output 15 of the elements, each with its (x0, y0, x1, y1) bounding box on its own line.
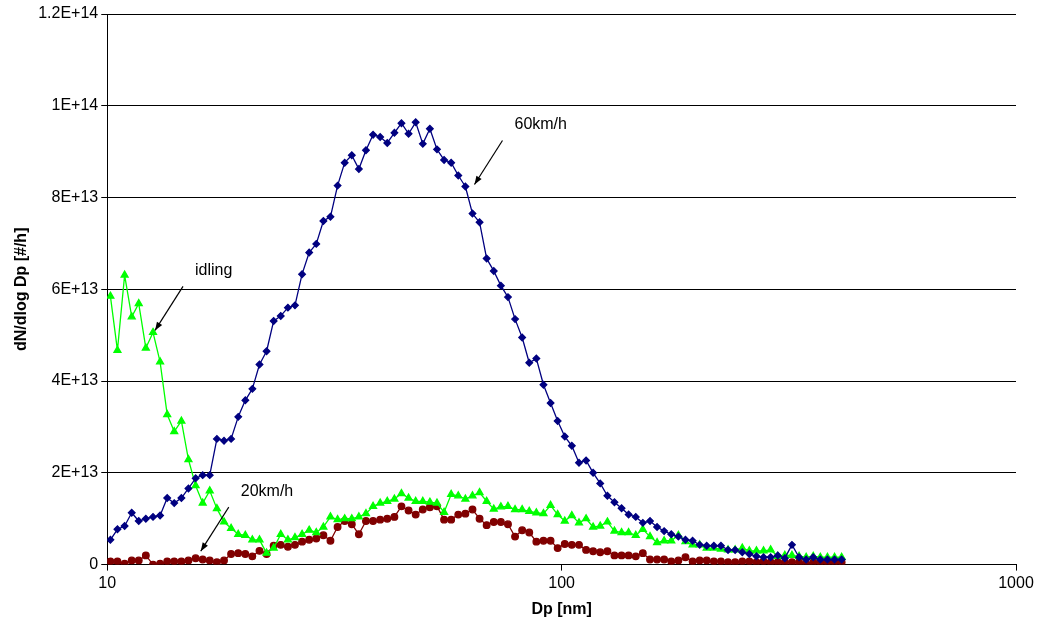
annotation: idling (195, 260, 233, 278)
y-tick-label: 1.2E+14 (38, 4, 99, 22)
annotation: 60km/h (514, 114, 567, 132)
annotation: 20km/h (240, 481, 294, 499)
x-tick-label: 1000 (998, 573, 1034, 591)
y-tick-label: 0 (89, 555, 99, 573)
y-tick-label: 4E+13 (51, 371, 99, 389)
x-tick-label: 100 (548, 573, 576, 591)
y-axis-title: dN/dlog Dp [#/h] (12, 227, 30, 352)
x-tick-label: 10 (98, 573, 117, 591)
y-tick-label: 6E+13 (51, 279, 99, 297)
y-tick-label: 2E+13 (51, 463, 99, 481)
x-axis-title: Dp [nm] (531, 599, 592, 617)
y-tick-label: 1E+14 (51, 96, 99, 114)
y-tick-label: 8E+13 (51, 187, 99, 205)
